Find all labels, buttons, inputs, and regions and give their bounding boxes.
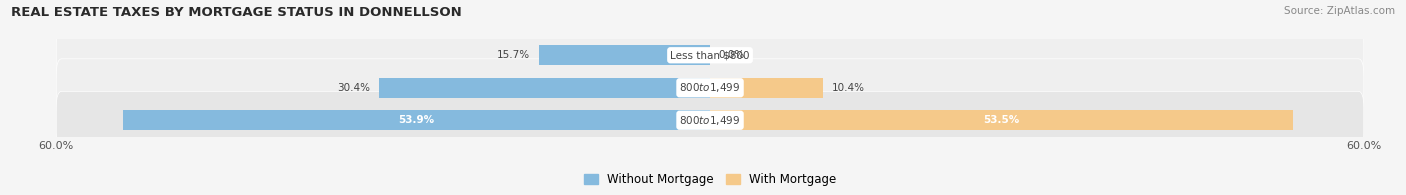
Bar <box>538 45 710 65</box>
Text: REAL ESTATE TAXES BY MORTGAGE STATUS IN DONNELLSON: REAL ESTATE TAXES BY MORTGAGE STATUS IN … <box>11 6 463 19</box>
Bar <box>122 110 710 130</box>
Text: Source: ZipAtlas.com: Source: ZipAtlas.com <box>1284 6 1395 16</box>
Text: 53.9%: 53.9% <box>398 115 434 125</box>
Legend: Without Mortgage, With Mortgage: Without Mortgage, With Mortgage <box>579 169 841 191</box>
FancyBboxPatch shape <box>56 91 1364 149</box>
Text: 0.0%: 0.0% <box>718 50 745 60</box>
Text: $800 to $1,499: $800 to $1,499 <box>679 81 741 94</box>
Text: Less than $800: Less than $800 <box>671 50 749 60</box>
FancyBboxPatch shape <box>56 59 1364 117</box>
Bar <box>378 78 710 98</box>
Bar <box>710 78 824 98</box>
Text: 53.5%: 53.5% <box>983 115 1019 125</box>
FancyBboxPatch shape <box>56 26 1364 84</box>
Bar <box>710 110 1294 130</box>
Text: $800 to $1,499: $800 to $1,499 <box>679 114 741 127</box>
Text: 10.4%: 10.4% <box>832 83 865 93</box>
Text: 15.7%: 15.7% <box>498 50 530 60</box>
Text: 30.4%: 30.4% <box>337 83 370 93</box>
